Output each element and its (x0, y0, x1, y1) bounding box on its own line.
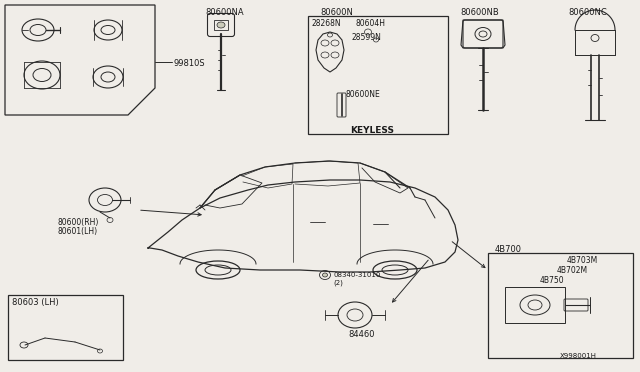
Bar (308, 16, 448, 134)
Text: 80600NE: 80600NE (346, 90, 381, 99)
Text: 4B703M: 4B703M (567, 256, 598, 265)
Text: 80600NB: 80600NB (460, 8, 499, 17)
Text: X998001H: X998001H (560, 353, 597, 359)
Text: 28268N: 28268N (311, 19, 340, 28)
Bar (8, 295, 123, 360)
Text: 80604H: 80604H (355, 19, 385, 28)
Ellipse shape (217, 22, 225, 28)
Text: 80600NA: 80600NA (205, 8, 244, 17)
Text: 99810S: 99810S (174, 59, 205, 68)
Text: 28599N: 28599N (352, 33, 382, 42)
Text: 4B702M: 4B702M (557, 266, 588, 275)
Ellipse shape (323, 273, 328, 277)
Text: 80600NC: 80600NC (568, 8, 607, 17)
Text: 4B750: 4B750 (540, 276, 564, 285)
Text: 08340-31010: 08340-31010 (333, 272, 380, 278)
Text: 80601(LH): 80601(LH) (58, 227, 98, 236)
Text: 4B700: 4B700 (495, 245, 522, 254)
Bar (214, 20, 228, 30)
Bar (488, 253, 633, 358)
Text: (2): (2) (333, 279, 343, 285)
Bar (505, 287, 565, 323)
Text: 80600N: 80600N (320, 8, 353, 17)
Text: KEYLESS: KEYLESS (350, 126, 394, 135)
Text: 80603 (LH): 80603 (LH) (12, 298, 59, 307)
Text: 84460: 84460 (348, 330, 374, 339)
Text: 80600(RH): 80600(RH) (58, 218, 99, 227)
